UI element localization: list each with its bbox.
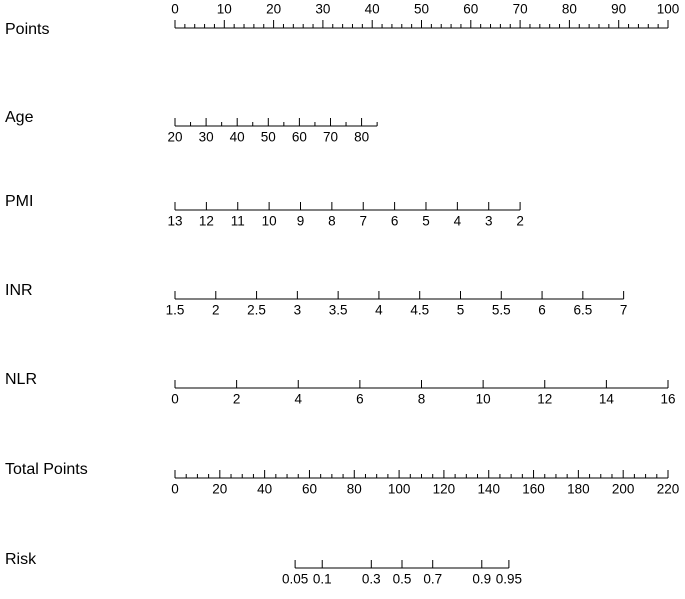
tick-label: 9	[297, 214, 305, 229]
tick-label: 20	[167, 130, 182, 145]
tick-label: 20	[266, 2, 281, 17]
tick-label: 0.5	[393, 572, 412, 587]
tick-label: 70	[323, 130, 338, 145]
tick-label: 180	[567, 482, 590, 497]
tick-label: 40	[257, 482, 272, 497]
scale-name: Risk	[5, 551, 37, 568]
tick-label: 0.3	[362, 572, 381, 587]
tick-label: 7	[359, 214, 367, 229]
tick-label: 80	[347, 482, 362, 497]
tick-label: 11	[231, 214, 245, 229]
tick-label: 12	[199, 214, 214, 229]
tick-label: 160	[522, 482, 545, 497]
tick-label: 0	[171, 2, 179, 17]
tick-label: 40	[365, 2, 380, 17]
tick-label: 5	[422, 214, 430, 229]
tick-label: 60	[463, 2, 478, 17]
tick-label: 50	[414, 2, 429, 17]
tick-label: 60	[292, 130, 307, 145]
tick-label: 2.5	[247, 303, 266, 318]
tick-label: 4.5	[410, 303, 429, 318]
tick-label: 10	[476, 392, 491, 407]
tick-label: 100	[657, 2, 680, 17]
tick-label: 70	[513, 2, 528, 17]
tick-label: 3.5	[329, 303, 348, 318]
tick-label: 1.5	[166, 303, 185, 318]
tick-label: 0	[171, 392, 179, 407]
scale-name: INR	[5, 282, 33, 299]
tick-label: 0.95	[496, 572, 522, 587]
tick-label: 6	[356, 392, 364, 407]
scale-name: NLR	[5, 371, 37, 388]
tick-label: 3	[485, 214, 493, 229]
tick-label: 0.05	[282, 572, 308, 587]
tick-label: 6	[391, 214, 399, 229]
scale-name: Points	[5, 21, 49, 38]
tick-label: 20	[212, 482, 227, 497]
tick-label: 4	[454, 214, 462, 229]
tick-label: 3	[294, 303, 302, 318]
tick-label: 16	[660, 392, 675, 407]
tick-label: 8	[418, 392, 426, 407]
tick-label: 13	[167, 214, 182, 229]
scale-name: Age	[5, 109, 34, 126]
tick-label: 60	[302, 482, 317, 497]
tick-label: 4	[294, 392, 302, 407]
tick-label: 140	[477, 482, 500, 497]
tick-label: 50	[261, 130, 276, 145]
tick-label: 10	[217, 2, 232, 17]
tick-label: 2	[212, 303, 220, 318]
tick-label: 200	[612, 482, 635, 497]
tick-label: 40	[230, 130, 245, 145]
tick-label: 10	[262, 214, 277, 229]
tick-label: 90	[611, 2, 626, 17]
scale-name: Total Points	[5, 461, 88, 478]
tick-label: 2	[516, 214, 524, 229]
tick-label: 12	[537, 392, 552, 407]
tick-label: 8	[328, 214, 336, 229]
tick-label: 220	[657, 482, 680, 497]
tick-label: 120	[433, 482, 456, 497]
tick-label: 14	[599, 392, 615, 407]
tick-label: 0.1	[313, 572, 332, 587]
tick-label: 4	[375, 303, 383, 318]
tick-label: 5	[457, 303, 465, 318]
tick-label: 0.7	[423, 572, 442, 587]
scale-name: PMI	[5, 193, 33, 210]
tick-label: 30	[199, 130, 214, 145]
tick-label: 7	[620, 303, 628, 318]
tick-label: 30	[315, 2, 330, 17]
tick-label: 80	[354, 130, 369, 145]
tick-label: 5.5	[492, 303, 511, 318]
tick-label: 6	[538, 303, 546, 318]
tick-label: 0.9	[472, 572, 491, 587]
tick-label: 2	[233, 392, 241, 407]
tick-label: 6.5	[573, 303, 592, 318]
tick-label: 80	[562, 2, 577, 17]
tick-label: 100	[388, 482, 411, 497]
tick-label: 0	[171, 482, 179, 497]
